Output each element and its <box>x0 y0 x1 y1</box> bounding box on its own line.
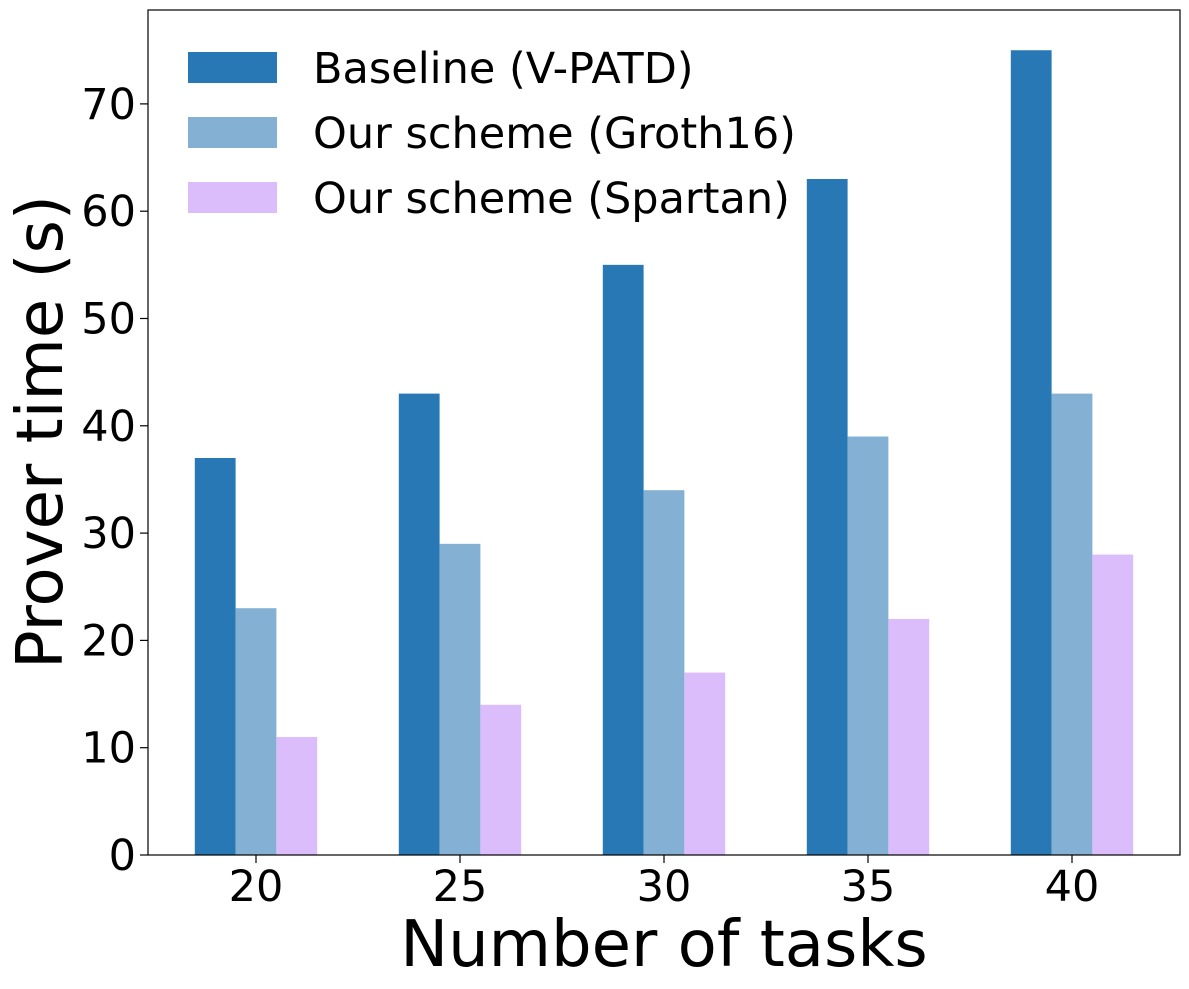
bar-series-2-40 <box>1051 393 1093 855</box>
y-tick-label: 0 <box>109 831 136 881</box>
y-tick-label: 10 <box>81 724 136 774</box>
legend-label-2: Our scheme (Groth16) <box>313 109 796 159</box>
legend-swatch-3 <box>188 182 277 213</box>
y-tick-label: 30 <box>81 509 136 559</box>
bar-series-3-30 <box>684 672 726 855</box>
x-tick-label: 20 <box>229 862 284 912</box>
bar-series-2-35 <box>847 436 889 855</box>
legend: Baseline (V-PATD) Our scheme (Groth16) Our… <box>188 44 796 224</box>
y-tick-label: 60 <box>81 187 136 237</box>
bar-series-1-25 <box>398 393 440 855</box>
bar-series-1-40 <box>1010 50 1052 855</box>
y-axis: 0 10 20 30 40 50 60 70 <box>81 80 148 881</box>
legend-swatch-1 <box>188 52 277 83</box>
x-tick-label: 35 <box>841 862 896 912</box>
bar-series-3-35 <box>888 618 930 855</box>
x-axis-title: Number of tasks <box>400 908 928 982</box>
legend-label-3: Our scheme (Spartan) <box>313 174 790 224</box>
legend-label-1: Baseline (V-PATD) <box>313 44 694 94</box>
bar-series-3-20 <box>276 736 318 855</box>
y-tick-label: 70 <box>81 80 136 130</box>
y-axis-title: Prover time (s) <box>4 195 78 669</box>
bar-series-1-30 <box>602 264 644 855</box>
bar-series-3-25 <box>480 704 522 855</box>
bar-series-2-20 <box>235 608 277 855</box>
x-tick-label: 30 <box>637 862 692 912</box>
legend-swatch-2 <box>188 117 277 148</box>
x-tick-label: 25 <box>433 862 488 912</box>
y-tick-label: 50 <box>81 294 136 344</box>
bar-series-3-40 <box>1092 554 1134 855</box>
bars-layer <box>194 50 1134 855</box>
bar-series-1-35 <box>806 179 848 855</box>
bar-series-2-30 <box>643 490 685 855</box>
x-axis: 20 25 30 35 40 <box>229 855 1100 912</box>
y-tick-label: 40 <box>81 402 136 452</box>
x-tick-label: 40 <box>1045 862 1100 912</box>
bar-series-2-25 <box>439 543 481 855</box>
y-tick-label: 20 <box>81 616 136 666</box>
bar-series-1-20 <box>194 457 236 855</box>
